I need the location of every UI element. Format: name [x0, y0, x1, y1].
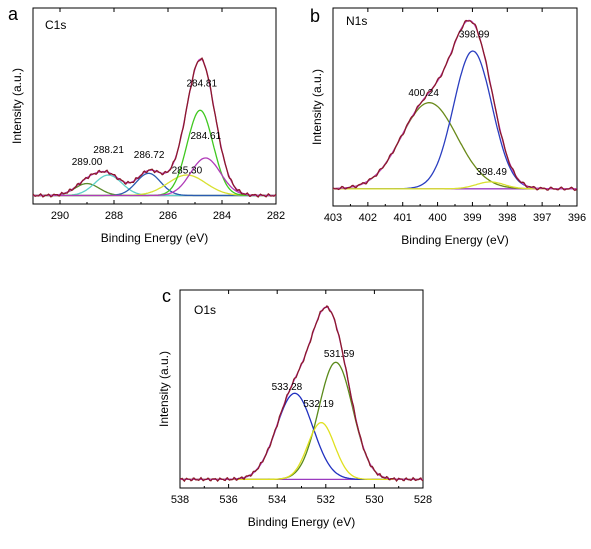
- x-tick-label: 401: [394, 212, 412, 224]
- peak-label: 286.72: [134, 150, 165, 161]
- fitted-envelope: [333, 19, 577, 190]
- peak-label: 398.49: [476, 167, 507, 178]
- experimental-spectrum: [333, 19, 577, 192]
- peak-label: 288.21: [93, 145, 124, 156]
- x-tick-label: 282: [267, 210, 285, 222]
- peak-label: 531.59: [324, 349, 355, 360]
- peak-label: 285.30: [172, 165, 203, 176]
- component-peak-533.28: [180, 392, 423, 481]
- panel-letter: c: [162, 286, 171, 306]
- element-label: O1s: [194, 303, 216, 317]
- panel-letter: a: [8, 4, 19, 24]
- peak-label: 284.81: [186, 78, 217, 89]
- x-axis-title: Binding Energy (eV): [401, 233, 508, 247]
- x-tick-label: 538: [171, 494, 189, 506]
- n1s-chart: b 403 402 401 400 399 398 397 396 Binding Energy …: [310, 6, 586, 247]
- element-label: C1s: [45, 18, 66, 32]
- x-tick-label: 532: [317, 494, 335, 506]
- plot-frame: [32, 7, 277, 205]
- component-peak-531.59: [180, 361, 423, 481]
- y-axis-title: Intensity (a.u.): [157, 351, 171, 427]
- element-label: N1s: [346, 14, 367, 28]
- y-axis-title: Intensity (a.u.): [310, 69, 324, 145]
- x-tick-label: 396: [568, 212, 586, 224]
- panel-letter: b: [310, 6, 320, 26]
- x-tick-label: 534: [268, 494, 286, 506]
- x-tick-label: 399: [463, 212, 481, 224]
- y-axis-title: Intensity (a.u.): [10, 68, 24, 144]
- x-tick-label: 286: [159, 210, 177, 222]
- x-tick-label: 530: [365, 494, 383, 506]
- x-tick-label: 288: [105, 210, 123, 222]
- component-peak-400.24: [333, 102, 577, 190]
- x-tick-label: 402: [359, 212, 377, 224]
- x-tick-label: 528: [414, 494, 432, 506]
- x-tick-label: 400: [428, 212, 446, 224]
- fitted-envelope: [180, 306, 423, 481]
- plot-frame: [332, 7, 578, 207]
- component-peak-532.19: [180, 421, 423, 481]
- peak-label: 284.61: [191, 131, 222, 142]
- o1s-chart: c 538 536 534 532 530 528 Binding Energy (eV) In…: [157, 286, 432, 529]
- peak-label: 533.28: [272, 382, 303, 393]
- x-tick-label: 290: [51, 210, 69, 222]
- c1s-panel: a 290 288 286 284 282 Binding Energy (eV) Inten…: [0, 0, 295, 272]
- x-tick-label: 398: [498, 212, 516, 224]
- peak-label: 400.24: [408, 88, 439, 99]
- x-tick-label: 536: [219, 494, 237, 506]
- x-axis-title: Binding Energy (eV): [248, 515, 355, 529]
- peak-label: 532.19: [303, 399, 334, 410]
- curves-group: [180, 305, 423, 483]
- x-tick-label: 397: [533, 212, 551, 224]
- x-tick-label: 403: [324, 212, 342, 224]
- experimental-spectrum: [180, 305, 423, 483]
- curves-group: [33, 57, 276, 198]
- n1s-panel: b 403 402 401 400 399 398 397 396 Binding Energy …: [300, 0, 591, 272]
- c1s-chart: a 290 288 286 284 282 Binding Energy (eV) Inten…: [8, 4, 285, 245]
- x-axis-title: Binding Energy (eV): [101, 231, 208, 245]
- o1s-panel: c 538 536 534 532 530 528 Binding Energy (eV) In…: [150, 282, 450, 549]
- peak-label: 398.99: [459, 29, 490, 40]
- peak-label: 289.00: [72, 157, 103, 168]
- x-tick-label: 284: [213, 210, 231, 222]
- curves-group: [333, 19, 577, 192]
- component-peak-284.61: [33, 157, 276, 197]
- experimental-spectrum: [33, 57, 276, 198]
- component-peak-398.99: [333, 50, 577, 190]
